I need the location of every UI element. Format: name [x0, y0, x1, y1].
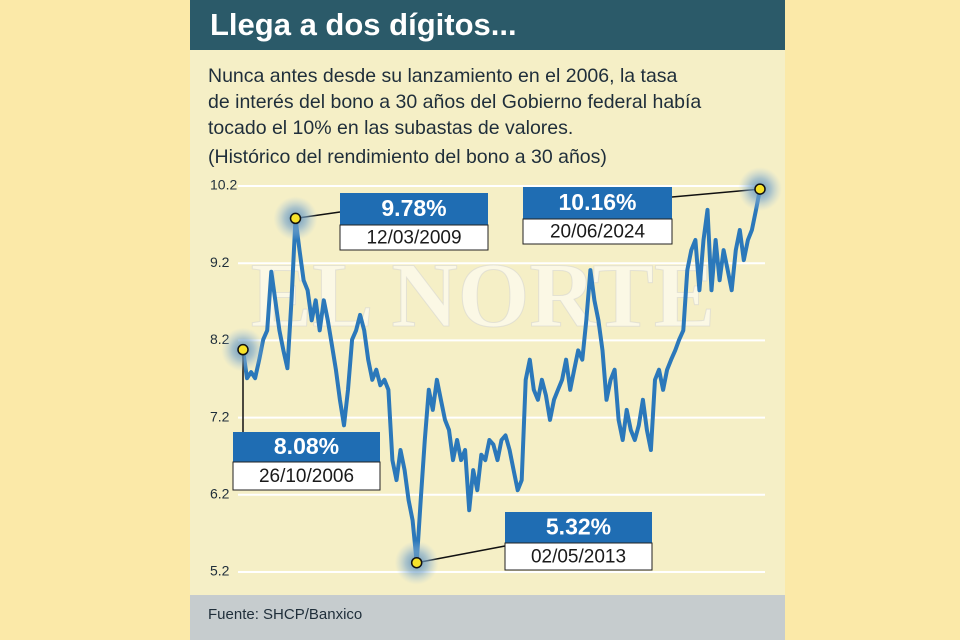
highlight-point [410, 556, 423, 569]
date-label: 20/06/2024 [550, 222, 646, 243]
value-label: 9.78% [381, 195, 446, 221]
footer-band [190, 595, 785, 640]
chart-title: Llega a dos dígitos... [210, 7, 517, 42]
grid: 10.29.28.27.26.25.2 [210, 177, 765, 579]
date-label: 12/03/2009 [366, 228, 461, 249]
date-box [232, 461, 381, 491]
y-tick-label: 5.2 [210, 563, 230, 579]
value-box [523, 187, 672, 219]
value-label: 8.08% [274, 433, 339, 459]
subtitle: Nunca antes desde su lanzamiento en el 2… [208, 65, 678, 87]
line [241, 188, 762, 565]
y-tick-label: 6.2 [210, 486, 230, 502]
value-box [340, 193, 488, 225]
highlight-point [754, 183, 766, 195]
value-label: 10.16% [558, 189, 636, 215]
highlight-point [289, 212, 302, 225]
note: (Histórico del rendimiento del bono a 30… [208, 146, 607, 168]
date-box [339, 224, 489, 251]
subtitle: de interés del bono a 30 años del Gobier… [208, 91, 701, 113]
date-label: 26/10/2006 [259, 466, 354, 487]
highlight-point [237, 343, 249, 356]
date-label: 02/05/2013 [531, 547, 626, 568]
y-tick-label: 10.2 [210, 177, 237, 193]
source: Fuente: SHCP/Banxico [208, 606, 362, 623]
subtitle: tocado el 10% en las subastas de valores… [208, 117, 573, 139]
date-box [522, 218, 673, 245]
header-band [190, 0, 785, 50]
value-label: 5.32% [546, 514, 611, 540]
y-tick-label: 7.2 [210, 408, 230, 424]
value-box [505, 512, 652, 543]
y-tick-label: 9.2 [210, 254, 230, 270]
date-box [504, 542, 653, 571]
plot: 9.78% 12/03/2009 10.16% 20/06/2024 8.08% 26/1… [221, 167, 782, 585]
value-box [233, 432, 380, 462]
